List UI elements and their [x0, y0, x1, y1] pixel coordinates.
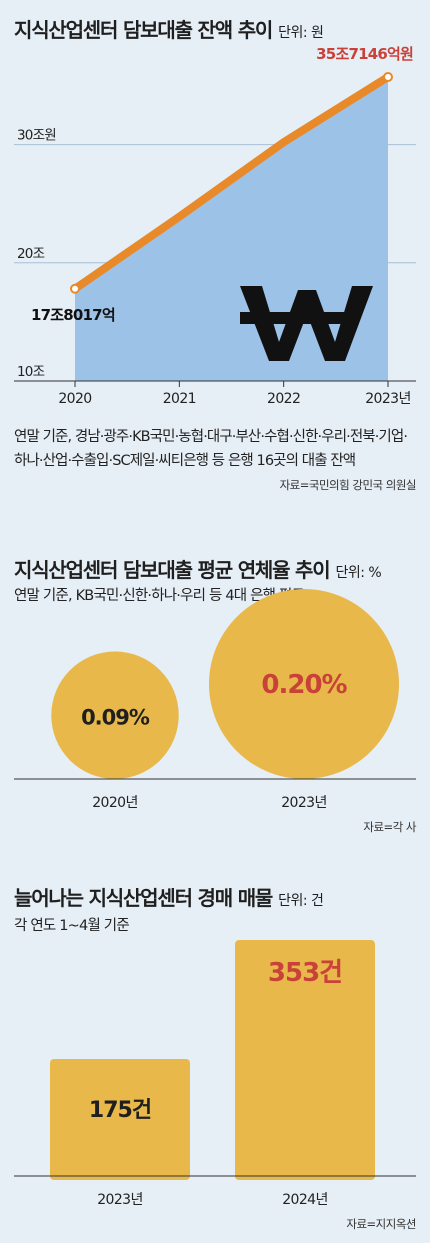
year-label: 2024년 [282, 1192, 328, 1208]
chart2-subtitle: 연말 기준, KB국민·신한·하나·우리 등 4대 은행 평균 [14, 588, 305, 604]
chart3-subtitle: 각 연도 1~4월 기준 [14, 918, 130, 934]
chart1-title: 지식산업센터 담보대출 잔액 추이 단위: 원 [14, 14, 324, 43]
y-tick-label: 20조 [17, 246, 45, 262]
first-value-label: 17조8017억 [31, 306, 115, 324]
auction-chart: 175건 2023년 353건 2024년 [14, 940, 416, 1208]
listing-bar [50, 1059, 190, 1180]
x-tick-label: 2021 [163, 391, 196, 407]
rate-value-label: 0.20% [261, 670, 347, 700]
last-value-label: 35조7146억원 [316, 45, 413, 63]
chart3-source: 자료=지지옥션 [346, 1217, 416, 1231]
year-label: 2023년 [281, 795, 327, 811]
year-label: 2020년 [92, 795, 138, 811]
y-tick-label: 10조 [17, 364, 45, 380]
data-point [70, 283, 80, 294]
chart3-unit: 단위: 건 [278, 893, 324, 909]
listing-value-label: 353건 [268, 958, 342, 988]
data-point [383, 72, 393, 83]
chart1-source: 자료=국민의힘 강민국 의원실 [279, 478, 417, 492]
listing-value-label: 175건 [89, 1098, 151, 1123]
chart2-source: 자료=각 사 [363, 820, 416, 834]
rate-bubble [209, 589, 399, 779]
chart1-title-text: 지식산업센터 담보대출 잔액 추이 [14, 18, 273, 42]
delinquency-chart: 0.09% 2020년 0.20% 2023년 [14, 589, 416, 811]
year-label: 2023년 [97, 1192, 143, 1208]
loan-balance-chart: 10조 20조 30조원 2020 2021 2022 2023년 17조8017억 35… [14, 45, 416, 407]
won-sign-icon [240, 286, 373, 361]
chart1-note: 연말 기준, 경남·광주·KB국민·농협·대구·부산·수협·신한·우리·전북·기… [14, 429, 408, 469]
chart2-title: 지식산업센터 담보대출 평균 연체율 추이 단위: % [14, 554, 382, 583]
listing-bar [235, 940, 375, 1180]
y-tick-label: 30조원 [17, 128, 56, 144]
x-tick-label: 2022 [267, 391, 300, 407]
chart2-title-text: 지식산업센터 담보대출 평균 연체율 추이 [14, 558, 331, 582]
delinquency-section: 지식산업센터 담보대출 평균 연체율 추이 단위: % 연말 기준, KB국민·신… [0, 540, 430, 840]
x-tick-label: 2023년 [365, 391, 411, 407]
balance-line [71, 73, 392, 293]
auction-section: 늘어나는 지식산업센터 경매 매물 단위: 건 각 연도 1~4월 기준 175건… [0, 868, 430, 1243]
chart3-title-text: 늘어나는 지식산업센터 경매 매물 [14, 886, 273, 910]
chart2-unit: 단위: % [335, 565, 382, 581]
rate-bubble [51, 651, 179, 779]
chart1-unit: 단위: 원 [278, 25, 324, 41]
chart3-title: 늘어나는 지식산업센터 경매 매물 단위: 건 [14, 882, 324, 911]
rate-value-label: 0.09% [81, 705, 150, 729]
x-tick-label: 2020 [58, 391, 91, 407]
loan-balance-section: 지식산업센터 담보대출 잔액 추이 단위: 원 10조 20조 30조원 2020 20… [0, 0, 430, 520]
